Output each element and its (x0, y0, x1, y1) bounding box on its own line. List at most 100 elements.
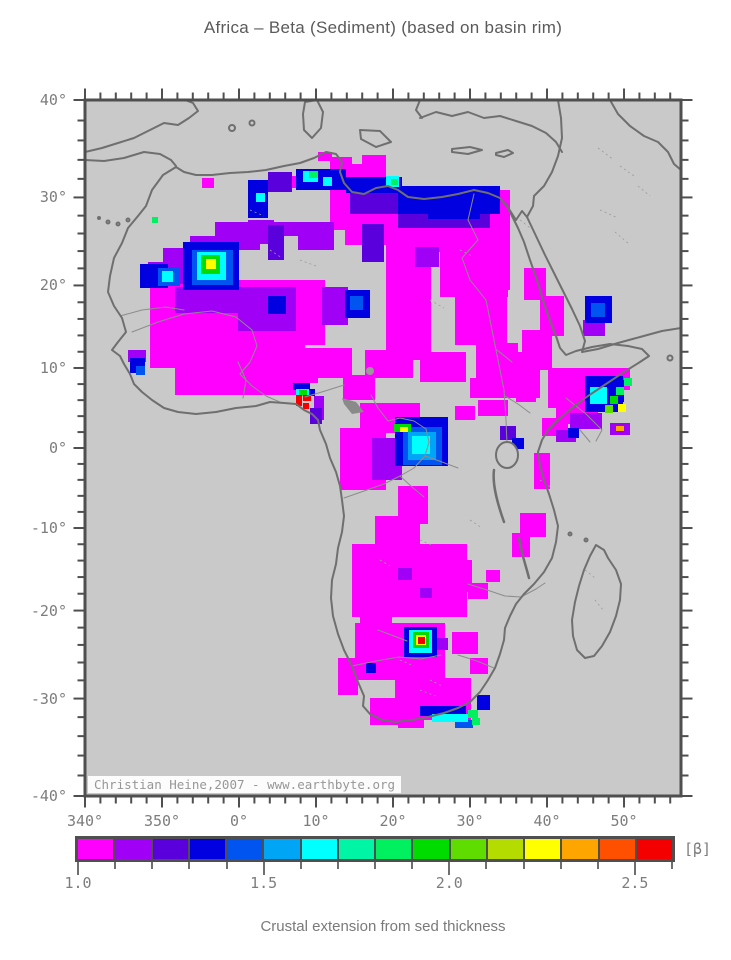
colorbar-tick-label: 1.0 (64, 874, 92, 892)
beta-cell (366, 663, 376, 673)
lake-victoria (495, 441, 519, 469)
beta-cell (292, 348, 352, 378)
colorbar-segment (187, 839, 225, 859)
beta-cell (472, 718, 480, 725)
beta-cell (415, 247, 439, 267)
colorbar-tick (336, 862, 339, 869)
lon-tick-label: 20° (379, 812, 407, 830)
lat-tick-label: 40° (39, 91, 67, 109)
beta-cell (436, 638, 448, 650)
beta-cell (486, 570, 500, 582)
beta-cell (202, 178, 214, 188)
lat-tick-label: 20° (39, 276, 67, 295)
lat-tick-label: -20° (30, 601, 67, 620)
lat-tick-label: 0° (48, 439, 67, 457)
colorbar-tick (596, 862, 599, 869)
beta-cell (175, 287, 245, 313)
colorbar-segment (336, 839, 374, 859)
beta-cell (430, 560, 472, 592)
colorbar-tick (485, 862, 488, 869)
colorbar-segment (597, 839, 635, 859)
lat-tick-label: 30° (39, 188, 67, 207)
beta-cell (470, 378, 498, 398)
beta-cell (343, 375, 375, 400)
beta-cell (605, 405, 613, 413)
lat-tick-label: 10° (39, 358, 67, 377)
beta-cell (323, 177, 332, 186)
colorbar-segment (78, 839, 114, 859)
beta-cell (268, 296, 286, 314)
beta-cell (391, 179, 398, 185)
colorbar-segment (523, 839, 561, 859)
colorbar-tick (188, 862, 191, 869)
colorbar-tick-label: 1.5 (250, 874, 278, 892)
colorbar-segment (113, 839, 151, 859)
colorbar-segment (448, 839, 486, 859)
colorbar-tick (448, 862, 451, 875)
colorbar-segment (634, 839, 672, 859)
beta-cell (362, 155, 386, 177)
colorbar-segment (225, 839, 263, 859)
beta-cell (455, 288, 507, 345)
beta-cell (309, 171, 318, 178)
beta-cell (268, 172, 292, 192)
beta-cell (455, 406, 475, 420)
colorbar-tick (299, 862, 302, 869)
lat-tick-label: -10° (30, 519, 67, 538)
beta-cell (616, 426, 624, 431)
beta-cell (256, 193, 265, 202)
beta-cell (136, 366, 145, 375)
attribution-box: Christian Heine,2007 - www.earthbyte.org (88, 776, 402, 793)
lon-tick-label: 30° (456, 812, 484, 830)
beta-cell (206, 259, 216, 269)
lon-tick-label: 10° (302, 812, 330, 830)
beta-cell (418, 637, 425, 644)
colorbar-tick (77, 862, 79, 875)
beta-cell (310, 408, 322, 424)
colorbar-tick (671, 862, 673, 869)
lon-tick-label: 350° (143, 812, 181, 830)
beta-cell (225, 352, 287, 374)
colorbar-tick (225, 862, 228, 869)
beta-cell (570, 413, 602, 429)
colorbar-tick-label: 2.5 (621, 874, 649, 892)
beta-cell (591, 303, 605, 317)
beta-cell (420, 352, 466, 382)
beta-cell (516, 388, 536, 402)
beta-cell (610, 396, 618, 404)
lat-tick-label: -40° (30, 787, 67, 805)
lon-tick-label: 0° (229, 812, 249, 830)
lake-chad (366, 367, 374, 375)
colorbar-tick (633, 862, 636, 875)
beta-cell (478, 400, 508, 416)
colorbar-tick (262, 862, 265, 875)
colorbar-tick (374, 862, 376, 869)
colorbar-tick (559, 862, 562, 869)
beta-cell (616, 387, 624, 395)
beta-cell (152, 217, 158, 223)
lon-tick-label: 50° (610, 812, 638, 830)
beta-cell (322, 287, 348, 325)
colorbar-segment (560, 839, 598, 859)
beta-cell (398, 568, 412, 580)
map-frame (84, 99, 682, 796)
beta-cell (375, 516, 420, 546)
colorbar-tick (411, 862, 414, 869)
colorbar-tick-label: 2.0 (435, 874, 463, 892)
beta-cell (568, 428, 579, 438)
beta-cell (624, 378, 632, 386)
colorbar-tick (151, 862, 154, 869)
lat-tick-label: -30° (30, 689, 67, 708)
lon-tick-label: 340° (66, 812, 104, 830)
beta-cell (350, 296, 363, 310)
beta-cell (420, 588, 432, 598)
beta-cell (500, 426, 516, 440)
lon-tick-label: 40° (533, 812, 561, 830)
beta-cell (350, 192, 404, 214)
colorbar-segment (411, 839, 449, 859)
beta-cell (477, 695, 490, 710)
beta-cell (362, 224, 384, 262)
beta-cell (412, 436, 430, 454)
beta-cell (290, 374, 318, 383)
